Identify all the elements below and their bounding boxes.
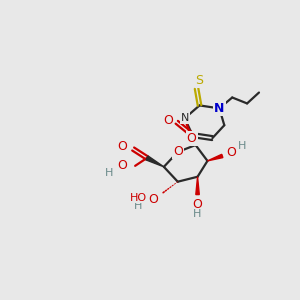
Text: O: O bbox=[193, 198, 202, 211]
Polygon shape bbox=[208, 154, 223, 161]
Text: H: H bbox=[105, 168, 114, 178]
Polygon shape bbox=[196, 177, 199, 195]
Text: O: O bbox=[117, 159, 127, 172]
Polygon shape bbox=[190, 137, 196, 145]
Text: S: S bbox=[196, 74, 203, 87]
Text: O: O bbox=[117, 140, 127, 152]
Text: O: O bbox=[173, 146, 183, 158]
Text: N: N bbox=[214, 102, 224, 115]
Text: O: O bbox=[148, 193, 158, 206]
Text: H: H bbox=[134, 202, 142, 212]
Text: HO: HO bbox=[130, 193, 147, 202]
Text: H: H bbox=[194, 209, 202, 219]
Text: H: H bbox=[238, 141, 246, 151]
Polygon shape bbox=[146, 156, 164, 167]
Text: O: O bbox=[226, 146, 236, 160]
Text: O: O bbox=[187, 132, 196, 145]
Text: N: N bbox=[181, 113, 189, 123]
Text: O: O bbox=[163, 114, 173, 127]
